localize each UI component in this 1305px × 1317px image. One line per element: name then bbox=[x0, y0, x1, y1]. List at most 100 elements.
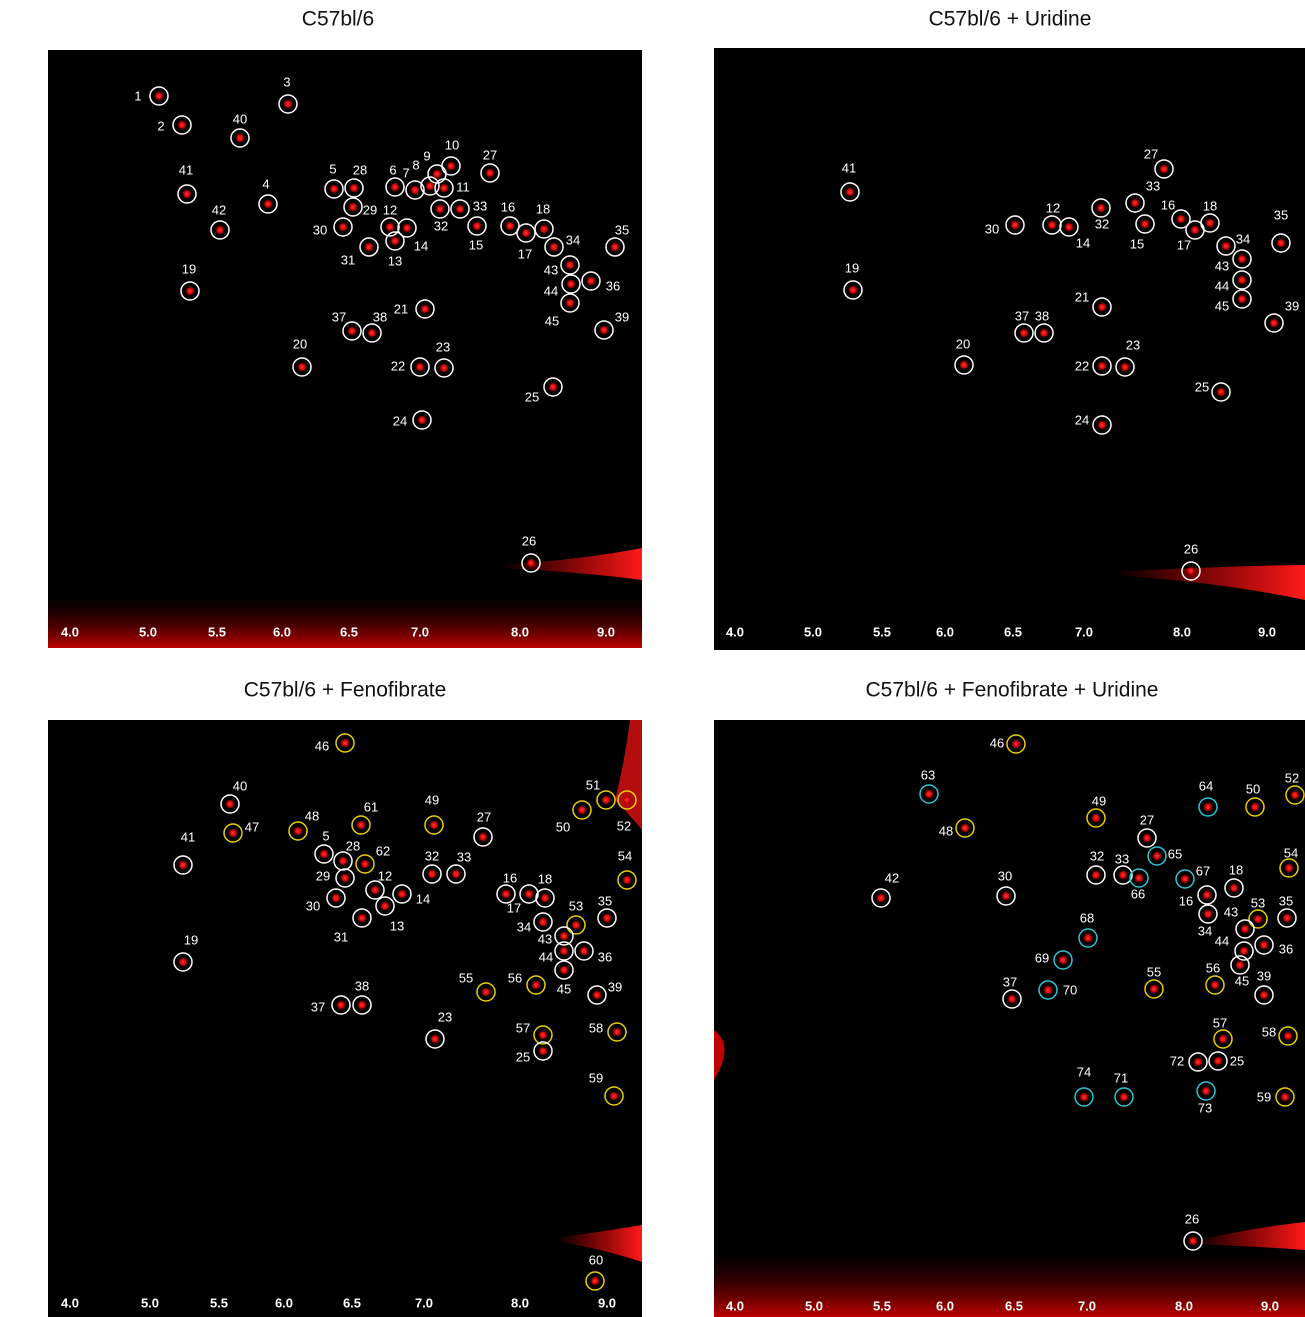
spot-label: 3 bbox=[283, 74, 290, 89]
protein-spot bbox=[1280, 1092, 1290, 1102]
ph-tick-label: 4.0 bbox=[61, 1295, 79, 1310]
protein-spot bbox=[410, 185, 420, 195]
protein-spot bbox=[559, 946, 569, 956]
mw-tick-label: 75 bbox=[683, 124, 697, 139]
spot-label: 27 bbox=[1140, 812, 1154, 827]
ph-tick-label: 6.0 bbox=[936, 624, 954, 639]
spot-label: 12 bbox=[378, 868, 392, 883]
mw-axis-label: MW bbox=[13, 49, 37, 64]
mw-tick-label: 40 bbox=[683, 959, 697, 974]
spot-label: 38 bbox=[355, 978, 369, 993]
protein-spot bbox=[472, 221, 482, 231]
mw-tick-label: 30 bbox=[18, 379, 32, 394]
protein-spot bbox=[565, 260, 575, 270]
spot-label: 12 bbox=[1046, 200, 1060, 215]
ph-tick-label: 5.0 bbox=[804, 624, 822, 639]
mw-tick-label: 50 bbox=[18, 887, 32, 902]
spot-label: 53 bbox=[569, 898, 583, 913]
protein-spot bbox=[1205, 218, 1215, 228]
ph-tick-label: 8.0 bbox=[511, 624, 529, 639]
spot-label: 25 bbox=[516, 1049, 530, 1064]
ph-axis-label: pH bbox=[689, 1298, 706, 1313]
panel-title: C57bl/6 + Fenofibrate bbox=[244, 679, 447, 702]
protein-spot bbox=[548, 382, 558, 392]
spot-label: 13 bbox=[390, 918, 404, 933]
ph-tick-label: 8.0 bbox=[1175, 1298, 1193, 1313]
ph-tick-label: 5.5 bbox=[210, 1295, 228, 1310]
spot-label: 44 bbox=[539, 949, 553, 964]
protein-spot bbox=[1239, 946, 1249, 956]
spot-label: 34 bbox=[1198, 923, 1212, 938]
mw-tick-label: 50 bbox=[18, 216, 32, 231]
protein-spot bbox=[357, 1000, 367, 1010]
spot-label: 33 bbox=[457, 849, 471, 864]
protein-spot bbox=[1091, 813, 1101, 823]
spot-label: 26 bbox=[522, 533, 536, 548]
protein-spot bbox=[367, 328, 377, 338]
ph-axis-label: pH bbox=[21, 624, 38, 639]
spot-label: 22 bbox=[1075, 358, 1089, 373]
protein-spot bbox=[390, 182, 400, 192]
protein-spot bbox=[590, 1276, 600, 1286]
spot-label: 17 bbox=[507, 900, 521, 915]
spot-label: 45 bbox=[1215, 298, 1229, 313]
protein-spot bbox=[1203, 909, 1213, 919]
protein-spot bbox=[1202, 890, 1212, 900]
mw-tick-label: 67 bbox=[18, 162, 32, 177]
protein-spot bbox=[185, 286, 195, 296]
protein-spot bbox=[924, 789, 934, 799]
protein-spot bbox=[1210, 980, 1220, 990]
spot-label: 18 bbox=[1229, 862, 1243, 877]
mw-tick-label: 20 bbox=[683, 495, 697, 510]
protein-spot bbox=[1058, 955, 1068, 965]
protein-spot bbox=[1237, 294, 1247, 304]
spot-label: 24 bbox=[1075, 412, 1089, 427]
protein-spot bbox=[293, 826, 303, 836]
protein-spot bbox=[505, 221, 515, 231]
spot-label: 46 bbox=[990, 735, 1004, 750]
protein-spot bbox=[451, 869, 461, 879]
protein-spot bbox=[622, 795, 632, 805]
protein-spot bbox=[336, 1000, 346, 1010]
ph-tick-label: 7.0 bbox=[1075, 624, 1093, 639]
spot-label: 1 bbox=[134, 88, 141, 103]
mw-tick-label: 50 bbox=[683, 889, 697, 904]
mw-tick-label: 40 bbox=[18, 288, 32, 303]
mw-tick-label: 110 bbox=[15, 740, 36, 755]
protein-spot bbox=[1152, 851, 1162, 861]
spot-label: 72 bbox=[1170, 1053, 1184, 1068]
spot-label: 37 bbox=[311, 999, 325, 1014]
protein-spot bbox=[876, 893, 886, 903]
protein-spot bbox=[538, 917, 548, 927]
mw-tick-label: 30 bbox=[683, 1052, 697, 1067]
protein-spot bbox=[380, 901, 390, 911]
protein-spot bbox=[439, 363, 449, 373]
spot-label: 24 bbox=[393, 413, 407, 428]
protein-spot bbox=[420, 304, 430, 314]
mw-tick-label: 110 bbox=[15, 68, 36, 83]
spot-label: 39 bbox=[1285, 298, 1299, 313]
protein-spot bbox=[429, 820, 439, 830]
protein-spot bbox=[1134, 873, 1144, 883]
spot-label: 45 bbox=[545, 313, 559, 328]
protein-spot bbox=[1001, 891, 1011, 901]
ph-tick-label: 4.0 bbox=[61, 624, 79, 639]
protein-spot bbox=[549, 242, 559, 252]
protein-spot bbox=[602, 913, 612, 923]
protein-spot bbox=[1118, 870, 1128, 880]
protein-spot bbox=[228, 828, 238, 838]
spot-label: 34 bbox=[566, 232, 580, 247]
spot-label: 52 bbox=[617, 818, 631, 833]
spot-label: 57 bbox=[1213, 1015, 1227, 1030]
protein-spot bbox=[1250, 802, 1260, 812]
spot-label: 19 bbox=[845, 260, 859, 275]
protein-spot bbox=[1201, 1086, 1211, 1096]
protein-spot bbox=[1140, 219, 1150, 229]
spot-label: 57 bbox=[516, 1020, 530, 1035]
spot-label: 59 bbox=[1257, 1089, 1271, 1104]
spot-label: 18 bbox=[538, 871, 552, 886]
spot-label: 54 bbox=[1284, 845, 1298, 860]
spot-label: 23 bbox=[436, 339, 450, 354]
spot-label: 43 bbox=[538, 931, 552, 946]
spot-label: 55 bbox=[1147, 964, 1161, 979]
